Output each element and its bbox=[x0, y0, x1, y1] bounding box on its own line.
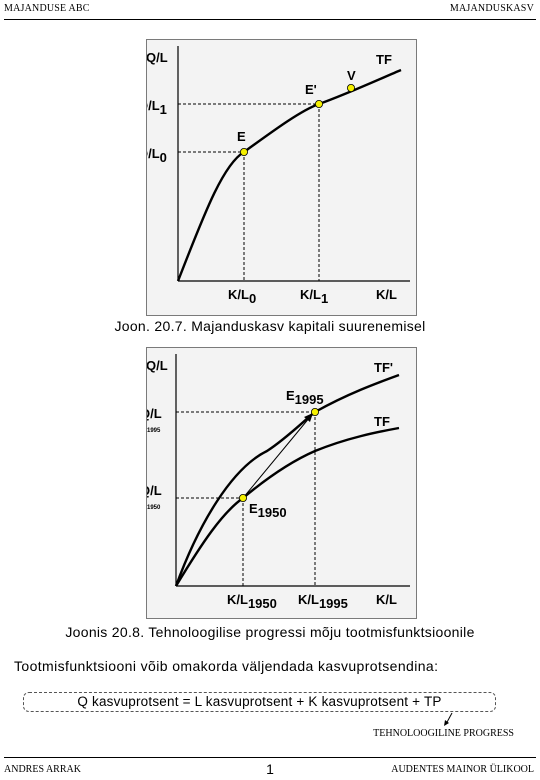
tf-curve bbox=[176, 68, 402, 282]
header-rule bbox=[4, 19, 536, 20]
x-tick-1: K/L1 bbox=[300, 287, 328, 306]
y-tick-1995: Q/L bbox=[147, 406, 162, 421]
body-text: Tootmisfunktsiooni võib omakorda väljend… bbox=[14, 658, 439, 674]
point-e1 bbox=[314, 100, 323, 109]
y-axis-label: Q/L bbox=[147, 50, 168, 65]
tf-curve bbox=[174, 426, 400, 587]
y-tick-1950: Q/L bbox=[147, 483, 162, 498]
footer-rule bbox=[4, 757, 536, 758]
curve-lower-label: TF bbox=[374, 414, 390, 429]
footer-right: AUDENTES MAINOR ÜLIKOOL bbox=[391, 764, 534, 775]
y-axis-label: Q/L bbox=[147, 358, 168, 373]
point-e1950-label: E1950 bbox=[249, 501, 287, 520]
point-e1995-label: E1995 bbox=[286, 388, 324, 407]
point-v-label: V bbox=[347, 68, 356, 83]
tp-label: TEHNOLOOGILINE PROGRESS bbox=[373, 728, 514, 739]
figure-2: Q/L TF' TF E1995 E1950 Q/L 1995 Q/L 1950… bbox=[146, 347, 417, 619]
figure-2-graph: Q/L TF' TF E1995 E1950 Q/L 1995 Q/L 1950… bbox=[147, 354, 410, 611]
y-tick-1995-sub: 1995 bbox=[147, 428, 161, 434]
figure-1-caption: Joon. 20.7. Majanduskasv kapitali suuren… bbox=[114, 318, 426, 334]
y-tick-1950-sub: 1950 bbox=[147, 505, 161, 511]
point-e-label: E bbox=[237, 129, 246, 144]
point-e1950 bbox=[239, 493, 248, 502]
x-axis-label: K/L bbox=[376, 287, 397, 302]
shift-arrow-head bbox=[304, 413, 313, 422]
point-e bbox=[240, 148, 249, 157]
header-right: MAJANDUSKASV bbox=[449, 3, 534, 14]
figure-1-graph: Q/L TF E E' V Q/L1 Q/L0 K/L0 K/L1 K/L bbox=[147, 46, 410, 306]
x-tick-1995: K/L1995 bbox=[298, 592, 348, 611]
tf-prime-curve bbox=[174, 373, 400, 587]
page-number: 1 bbox=[266, 761, 274, 777]
x-axis-label: K/L bbox=[376, 592, 397, 607]
y-tick-0: Q/L0 bbox=[147, 146, 167, 165]
curve-label: TF bbox=[376, 52, 392, 67]
tp-pointer-arrow bbox=[444, 712, 453, 726]
point-v bbox=[346, 84, 355, 93]
formula-box: Q kasvuprotsent = L kasvuprotsent + K ka… bbox=[23, 692, 496, 712]
y-tick-1: Q/L1 bbox=[147, 98, 167, 117]
curve-upper-label: TF' bbox=[374, 360, 393, 375]
figure-1: Q/L TF E E' V Q/L1 Q/L0 K/L0 K/L1 K/L bbox=[146, 39, 417, 316]
x-tick-1950: K/L1950 bbox=[227, 592, 277, 611]
footer-left: ANDRES ARRAK bbox=[4, 764, 81, 775]
point-e1995 bbox=[310, 408, 319, 417]
figure-2-caption: Joonis 20.8. Tehnoloogilise progressi mõ… bbox=[65, 624, 475, 640]
header-left: MAJANDUSE ABC bbox=[4, 3, 90, 14]
shift-arrow bbox=[242, 416, 311, 499]
x-tick-0: K/L0 bbox=[228, 287, 256, 306]
point-e1-label: E' bbox=[305, 82, 317, 97]
